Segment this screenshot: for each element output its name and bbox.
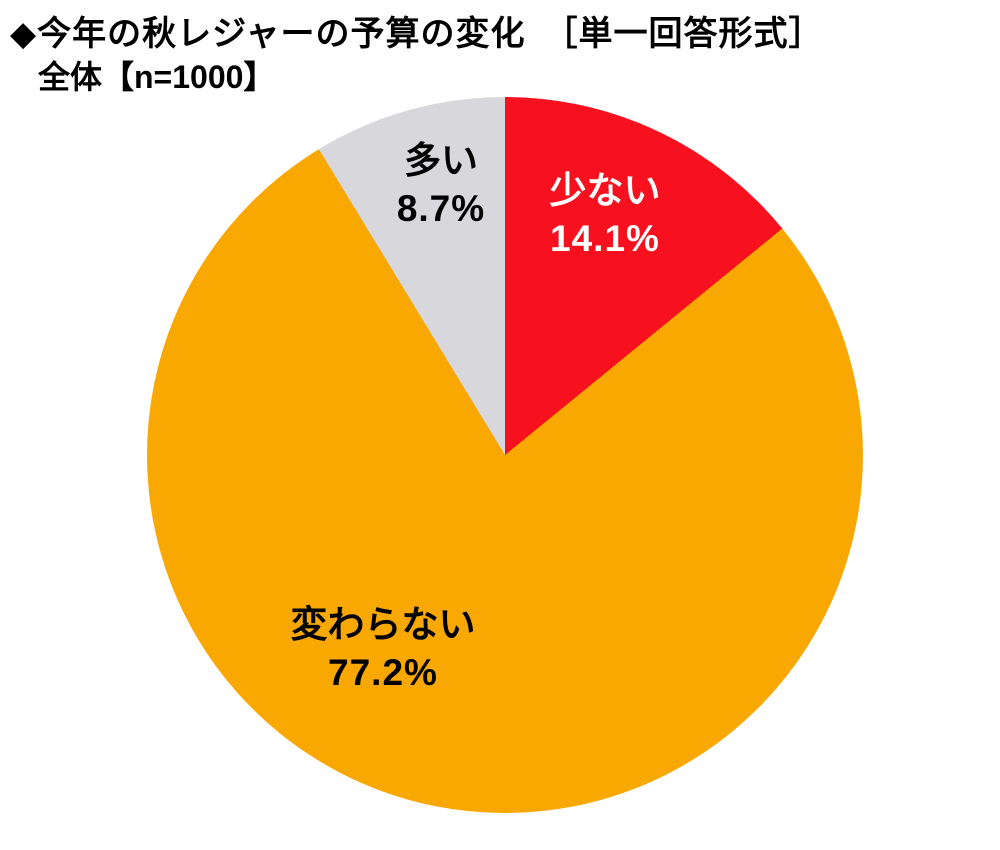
pie-chart: 少ない 14.1% 変わらない 77.2% 多い 8.7%: [147, 97, 863, 813]
slice-label-unchanged-text: 変わらない: [290, 603, 476, 645]
slice-label-more-text: 多い: [404, 139, 478, 181]
slice-label-more-percent: 8.7%: [396, 188, 486, 229]
slice-label-less-percent: 14.1%: [550, 218, 660, 259]
chart-subtitle: 全体【n=1000】: [38, 59, 276, 95]
chart-title: ◆今年の秋レジャーの予算の変化 ［単一回答形式］: [10, 15, 824, 53]
slice-label-more: 多い 8.7%: [397, 137, 485, 233]
slice-label-less: 少ない 14.1%: [550, 167, 661, 263]
slice-label-unchanged-percent: 77.2%: [328, 652, 438, 693]
slice-label-less-text: 少ない: [549, 169, 661, 211]
slice-label-unchanged: 変わらない 77.2%: [291, 601, 476, 697]
